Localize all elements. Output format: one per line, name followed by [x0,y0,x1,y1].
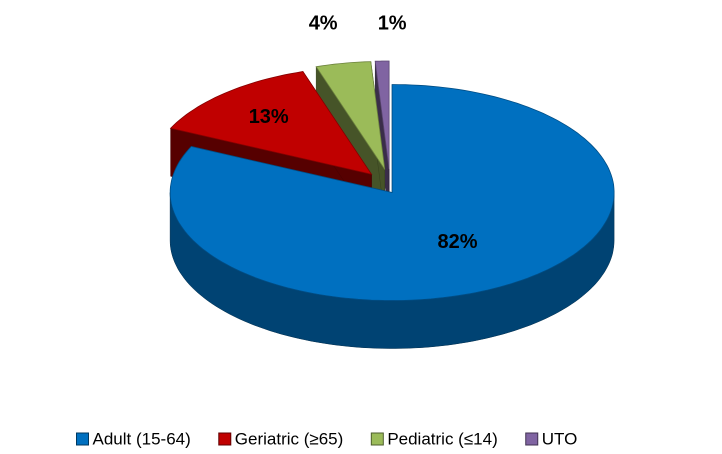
legend-label: UTO [542,429,578,448]
legend: Adult (15-64) Geriatric (≥65) Pediatric (≤… [76,429,578,448]
slice [315,61,386,170]
data-label: 1% [378,12,407,34]
slice [169,71,373,175]
data-label: 13% [249,106,289,128]
legend-swatch [525,432,539,446]
data-label: 4% [309,12,338,34]
legend-label: Pediatric (≤14) [387,429,497,448]
data-label: 82% [438,231,478,253]
slice [374,60,390,170]
slice [169,84,615,301]
pie [169,60,615,349]
legend-swatch [218,432,232,446]
legend-swatch [370,432,384,446]
legend-swatch [76,432,89,446]
legend-label: Adult (15-64) [93,429,191,448]
legend-label: Geriatric (≥65) [235,429,344,448]
